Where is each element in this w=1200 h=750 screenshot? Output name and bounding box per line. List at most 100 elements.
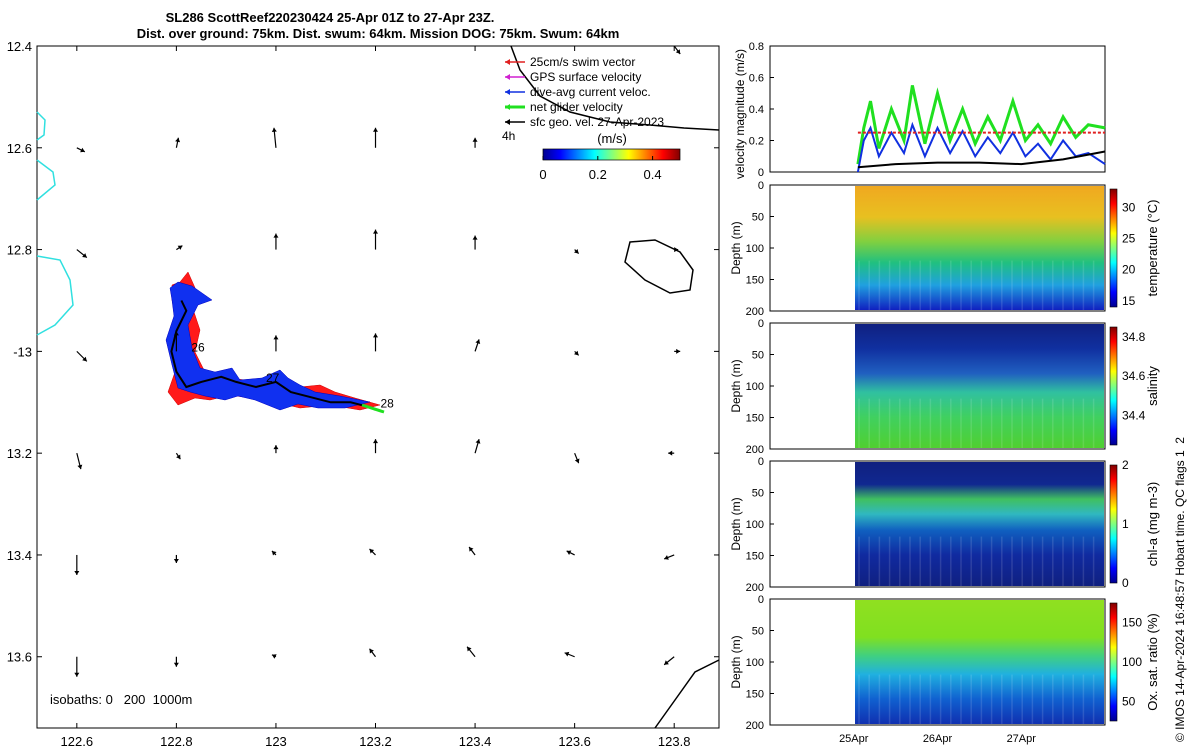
map-x-tick-label: 123: [265, 734, 287, 749]
chart-title-line2: Dist. over ground: 75km. Dist. swum: 64k…: [137, 26, 620, 41]
map-panel: 122.6 122.8 123 123.2 123.4 123.6 123.8 12.412…: [7, 39, 720, 749]
map-x-tick-label: 122.6: [61, 734, 94, 749]
day-labels: 26 27 28: [191, 340, 394, 410]
velocity-lines: [856, 85, 1106, 173]
depth-tick-label: 150: [746, 689, 764, 701]
time-scale-label: 4h: [502, 129, 515, 143]
date-tick-label: 25Apr: [839, 733, 869, 745]
legend-label: dive-avg current veloc.: [530, 85, 651, 99]
velocity-y-tick-label: 0.6: [749, 73, 764, 85]
map-y-tick-label: 12.8: [7, 243, 32, 258]
isobath-0m-left-upper: [36, 111, 46, 141]
surface-vector-arrow: [369, 648, 376, 658]
speed-colorbar-ticks: 0 0.2 0.4: [539, 156, 662, 182]
surface-vector-arrow: [668, 450, 675, 456]
profile-colorbar: [1109, 326, 1118, 446]
colorbar-tick-label: 0.2: [589, 167, 607, 182]
colorbar-tick-label: 20: [1122, 263, 1136, 277]
surface-vector-arrow: [564, 651, 575, 658]
chart-title-line1: SL286 ScottReef220230424 25-Apr 01Z to 2…: [166, 10, 495, 25]
depth-tick-label: 0: [758, 318, 764, 330]
profile-colorbar: [1109, 602, 1118, 722]
depth-tick-label: 150: [746, 551, 764, 563]
map-y-tick-label: -13: [13, 344, 32, 359]
profile-heatmap: [855, 324, 1104, 448]
surface-vector-arrow: [474, 438, 481, 454]
velocity-series-line: [857, 150, 1106, 169]
date-tick-label: 26Apr: [923, 733, 953, 745]
velocity-series-line: [856, 85, 1106, 165]
legend-label: 25cm/s swim vector: [530, 55, 635, 69]
depth-tick-label: 200: [746, 306, 764, 318]
surface-vector-arrow: [674, 247, 679, 253]
colorbar-tick-label: 0: [1122, 576, 1129, 590]
velocity-axes-box: [769, 45, 1106, 173]
legend-item: GPS surface velocity: [505, 70, 641, 84]
speed-colorbar: [542, 148, 681, 161]
depth-tick-label: 0: [758, 180, 764, 192]
surface-vector-arrow: [466, 646, 476, 658]
depth-tick-label: 50: [752, 350, 764, 362]
depth-tick-label: 50: [752, 626, 764, 638]
surface-vector-arrow: [574, 350, 580, 356]
map-y-ticks: 12.4 12.6 12.8 -13 13.2 13.4 13.6: [7, 39, 719, 665]
surface-vector-arrow: [76, 350, 88, 362]
day-label: 28: [380, 396, 394, 410]
map-y-tick-label: 12.6: [7, 141, 32, 156]
map-y-tick-label: 12.4: [7, 39, 32, 54]
profile-panel-temperature: 0 50 100 150 200 Depth (m) 30 25 20 15 temperature…: [729, 180, 1160, 318]
depth-axis-label: Depth (m): [729, 635, 743, 688]
depth-axis-label: Depth (m): [729, 497, 743, 550]
map-y-tick-label: 13.2: [7, 446, 32, 461]
colorbar-title: (m/s): [597, 131, 627, 146]
depth-tick-label: 0: [758, 594, 764, 606]
profile-heatmap: [855, 462, 1104, 586]
surface-vector-arrow: [76, 249, 88, 259]
map-x-tick-label: 123.4: [459, 734, 492, 749]
glider-track: [165, 271, 385, 414]
colorbar-tick-label: 34.6: [1122, 369, 1146, 383]
surface-vector-arrow: [271, 654, 277, 659]
depth-tick-label: 50: [752, 212, 764, 224]
surface-vector-arrow: [273, 335, 279, 352]
track-line: [170, 300, 376, 411]
profile-colorbar: [1109, 464, 1118, 584]
surface-vector-arrow: [474, 339, 481, 352]
legend-item: dive-avg current veloc.: [505, 85, 651, 99]
surface-vector-arrow: [273, 445, 279, 454]
velocity-y-tick-label: 0.4: [749, 104, 764, 116]
surface-vectors: [74, 45, 681, 677]
surface-vector-arrow: [273, 233, 279, 250]
depth-tick-label: 100: [746, 657, 764, 669]
profile-heatmap: [855, 600, 1104, 724]
surface-vector-arrow: [663, 554, 675, 560]
surface-vector-arrow: [674, 348, 681, 354]
surface-vector-arrow: [175, 137, 181, 148]
colorbar-tick-label: 30: [1122, 201, 1136, 215]
profile-panel-salinity: 0 50 100 150 200 Depth (m) 34.8 34.6 34.4 salinit…: [729, 318, 1160, 456]
surface-vector-arrow: [173, 331, 179, 352]
map-x-tick-label: 123.6: [558, 734, 591, 749]
colorbar-tick-label: 1: [1122, 517, 1129, 531]
depth-tick-label: 200: [746, 444, 764, 456]
surface-vector-arrow: [472, 137, 478, 148]
date-tick-label: 27Apr: [1007, 733, 1037, 745]
colorbar-tick-label: 0.4: [644, 167, 662, 182]
colorbar-tick-label: 2: [1122, 458, 1129, 472]
surface-vector-arrow: [76, 147, 86, 153]
isobaths-label: isobaths: 0 200 1000m: [50, 692, 192, 707]
map-axes-box: [36, 45, 720, 729]
credit-text: © IMOS 14-Apr-2024 16:48:57 Hobart time.…: [1173, 437, 1187, 742]
isobath-200m-island: [624, 239, 694, 294]
surface-vector-arrow: [74, 656, 80, 677]
depth-tick-label: 150: [746, 413, 764, 425]
map-x-tick-label: 122.8: [160, 734, 193, 749]
day-label: 27: [266, 371, 280, 385]
surface-vector-arrow: [673, 45, 681, 55]
map-x-tick-label: 123.2: [359, 734, 392, 749]
profile-colorbar: [1109, 188, 1118, 308]
map-y-tick-label: 13.4: [7, 548, 32, 563]
